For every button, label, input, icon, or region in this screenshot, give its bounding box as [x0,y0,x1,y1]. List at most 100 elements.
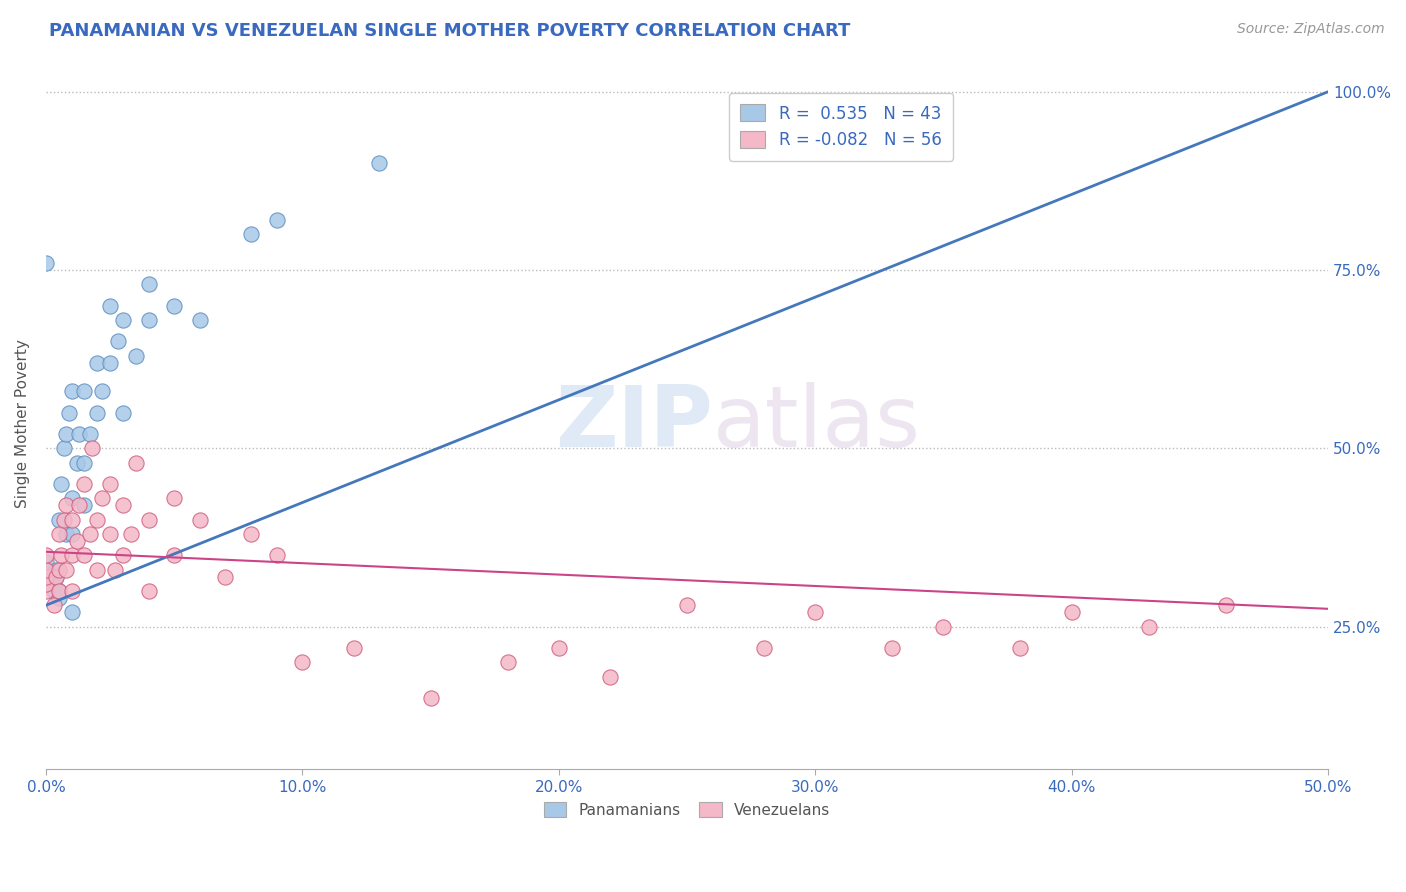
Point [35,577,58,591]
Point [51,549,73,563]
Point [55,427,77,442]
Point [60,584,83,599]
Text: ZIP: ZIP [555,382,713,465]
Point [66,456,89,470]
Point [60,549,83,563]
Point [58,406,80,420]
Point [73,499,96,513]
Point [111,549,134,563]
Point [111,499,134,513]
Point [82,442,104,456]
Point [45,570,67,584]
Point [52,442,75,456]
Point [55,499,77,513]
Point [932,620,955,634]
Point [48,527,70,541]
Text: Source: ZipAtlas.com: Source: ZipAtlas.com [1237,22,1385,37]
Text: PANAMANIAN VS VENEZUELAN SINGLE MOTHER POVERTY CORRELATION CHART: PANAMANIAN VS VENEZUELAN SINGLE MOTHER P… [49,22,851,40]
Point [1137,620,1160,634]
Point [45,570,67,584]
Point [752,641,775,656]
Point [138,513,160,527]
Point [73,384,96,399]
Point [240,527,263,541]
Point [138,277,160,292]
Point [125,456,148,470]
Point [111,406,134,420]
Point [42,577,65,591]
Point [86,563,108,577]
Point [291,656,314,670]
Point [66,534,89,549]
Point [496,656,519,670]
Point [240,227,263,242]
Point [48,584,70,599]
Point [79,427,101,442]
Point [86,356,108,370]
Point [73,456,96,470]
Point [98,527,121,541]
Point [35,577,58,591]
Point [163,491,186,506]
Point [52,513,75,527]
Point [86,406,108,420]
Point [35,570,58,584]
Point [60,491,83,506]
Point [1010,641,1032,656]
Point [368,156,391,170]
Point [107,334,129,349]
Point [98,477,121,491]
Point [35,570,58,584]
Point [67,427,90,442]
Point [804,606,827,620]
Point [35,563,58,577]
Point [48,563,70,577]
Point [163,549,186,563]
Point [266,549,288,563]
Point [79,527,101,541]
Point [120,527,142,541]
Point [343,641,366,656]
Point [86,513,108,527]
Point [599,669,621,683]
Point [98,356,121,370]
Point [73,549,96,563]
Point [676,599,699,613]
Point [35,563,58,577]
Point [42,599,65,613]
Point [138,584,160,599]
Point [419,690,441,705]
Point [67,499,90,513]
Point [51,477,73,491]
Point [60,527,83,541]
Point [35,584,58,599]
Point [55,563,77,577]
Point [42,584,65,599]
Point [60,384,83,399]
Point [882,641,904,656]
Point [163,299,186,313]
Point [55,527,77,541]
Point [48,584,70,599]
Point [60,606,83,620]
Point [48,513,70,527]
Point [91,384,114,399]
Point [188,513,211,527]
Point [125,349,148,363]
Point [138,313,160,327]
Point [98,299,121,313]
Point [1060,606,1083,620]
Point [73,477,96,491]
Point [547,641,569,656]
Point [35,549,58,563]
Point [104,563,127,577]
Legend: Panamanians, Venezuelans: Panamanians, Venezuelans [537,796,837,824]
Point [1215,599,1237,613]
Text: atlas: atlas [713,382,921,465]
Y-axis label: Single Mother Poverty: Single Mother Poverty [15,339,30,508]
Point [91,491,114,506]
Point [214,570,236,584]
Point [35,556,58,570]
Point [266,213,288,227]
Point [35,256,58,270]
